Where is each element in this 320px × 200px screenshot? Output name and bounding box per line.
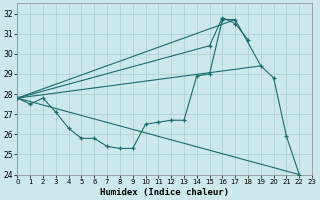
X-axis label: Humidex (Indice chaleur): Humidex (Indice chaleur) [100,188,229,197]
